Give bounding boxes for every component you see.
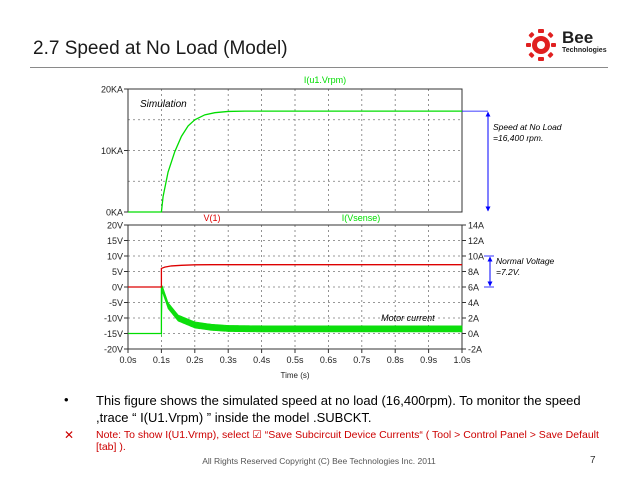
x-tick-label: 0.3s	[220, 355, 238, 365]
y-tick-label-right: 10A	[468, 252, 484, 262]
bullet-text-speed: This figure shows the simulated speed at…	[96, 393, 581, 425]
bullet-marker: •	[64, 392, 69, 407]
y-tick-label-left: -20V	[104, 345, 123, 355]
page-number: 7	[590, 455, 596, 466]
title-divider	[30, 67, 608, 68]
x-tick-label: 0.8s	[387, 355, 405, 365]
x-tick-label: 0.2s	[186, 355, 204, 365]
logo-subtext: Technologies	[562, 47, 607, 54]
y-tick-label-left: 15V	[107, 236, 123, 246]
y-tick-label-right: 0A	[468, 329, 479, 339]
y-tick-label-right: 6A	[468, 283, 479, 293]
x-tick-label: 0.1s	[153, 355, 171, 365]
x-tick-label: 0.4s	[253, 355, 271, 365]
series-band-current	[161, 285, 463, 337]
y-tick-label-left: -5V	[109, 298, 123, 308]
legend-label-rpm: I(u1.Vrpm)	[304, 75, 346, 85]
y-tick-label-right: 14A	[468, 221, 484, 231]
copyright-footer: All Rights Reserved Copyright (C) Bee Te…	[202, 456, 436, 466]
logo-wordmark: Bee	[562, 28, 594, 47]
bee-logo: Bee Technologies	[524, 28, 618, 62]
annotation-motor-current: Motor current	[381, 313, 435, 323]
note-marker-icon: ✕	[64, 428, 75, 442]
x-tick-label: 0.9s	[420, 355, 438, 365]
y-tick-label-left: -10V	[104, 314, 123, 324]
series-line-voltage	[128, 264, 462, 288]
annotation-voltage-line: =7.2V.	[496, 267, 520, 277]
x-tick-label: 0.7s	[353, 355, 371, 365]
y-tick-label: 10KA	[101, 146, 123, 156]
y-tick-label: 0KA	[106, 208, 123, 218]
y-tick-label-left: 5V	[112, 267, 123, 277]
y-tick-label-left: 0V	[112, 283, 123, 293]
x-tick-label: 0.5s	[286, 355, 304, 365]
y-tick-label-left: 20V	[107, 221, 123, 231]
annotation-speed-line: =16,400 rpm.	[493, 133, 543, 143]
slide-title: 2.7 Speed at No Load (Model)	[33, 38, 288, 59]
legend-label-current: I(Vsense)	[342, 213, 381, 223]
x-tick-label: 0.0s	[119, 355, 137, 365]
y-tick-label-right: 4A	[468, 298, 479, 308]
y-tick-label-right: 2A	[468, 314, 479, 324]
x-tick-label: 1.0s	[453, 355, 471, 365]
annotation-speed-line: Speed at No Load	[493, 122, 562, 132]
y-tick-label-right: -2A	[468, 345, 482, 355]
y-tick-label-left: -15V	[104, 329, 123, 339]
legend-label-voltage: V(1)	[203, 213, 220, 223]
bee-logo-icon	[526, 29, 556, 61]
series-line-current	[128, 286, 163, 335]
series-line-rpm	[128, 110, 462, 213]
y-tick-label-right: 12A	[468, 236, 484, 246]
note-text: Note: To show I(U1.Vrmp), select ☑ “Save…	[96, 429, 599, 453]
y-tick-label-right: 8A	[468, 267, 479, 277]
x-axis-label: Time (s)	[280, 371, 309, 380]
inline-label-simulation: Simulation	[140, 99, 187, 110]
y-tick-label-left: 10V	[107, 252, 123, 262]
y-tick-label: 20KA	[101, 85, 123, 95]
annotation-voltage-line: Normal Voltage	[496, 256, 555, 266]
x-tick-label: 0.6s	[320, 355, 338, 365]
